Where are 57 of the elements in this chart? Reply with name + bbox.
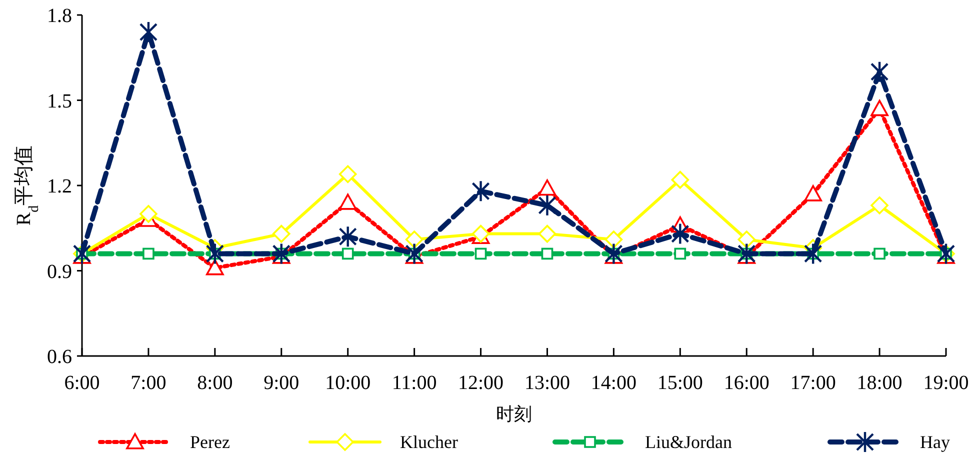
point (738, 242, 756, 265)
point (472, 180, 490, 202)
point (604, 242, 623, 265)
point (342, 248, 354, 260)
point (338, 194, 357, 210)
point (338, 226, 357, 248)
legend-label: Liu&Jordan (645, 432, 732, 452)
y-tick-label: 1.5 (47, 90, 72, 112)
y-tick-label: 1.2 (47, 176, 72, 198)
x-tick-label: 16:00 (724, 372, 770, 394)
point (474, 248, 487, 260)
point (538, 224, 556, 243)
point (674, 248, 686, 260)
legend-item: Liu&Jordan (552, 432, 732, 452)
y-tick-label: 1.8 (47, 5, 72, 27)
y-tick-label: 0.6 (47, 346, 72, 368)
point (405, 230, 424, 248)
x-tick-label: 13:00 (524, 372, 570, 394)
point (206, 259, 224, 276)
x-tick-label: 14:00 (590, 372, 636, 394)
point (538, 194, 556, 216)
point (541, 248, 554, 260)
point (272, 224, 290, 243)
point (538, 179, 556, 196)
x-axis-title: 时刻 (496, 404, 532, 424)
legend-label: Hay (920, 432, 950, 452)
point (870, 100, 888, 116)
x-tick-label: 9:00 (264, 372, 300, 394)
x-tick-label: 18:00 (856, 372, 902, 394)
legend-label: Klucher (400, 432, 458, 452)
x-tick-label: 15:00 (657, 372, 703, 394)
x-tick-label: 6:00 (64, 372, 100, 394)
point (338, 165, 357, 184)
x-tick-label: 12:00 (458, 372, 504, 394)
x-tick-label: 7:00 (130, 372, 166, 394)
point (604, 230, 623, 248)
point (870, 196, 888, 214)
point (140, 205, 158, 223)
x-tick-label: 17:00 (790, 372, 836, 394)
point (139, 20, 158, 44)
point (870, 60, 889, 83)
legend-label: Perez (190, 432, 230, 452)
point (142, 248, 154, 260)
point (804, 242, 822, 265)
point (206, 242, 224, 265)
x-tick-label: 19:00 (923, 372, 969, 394)
point (804, 185, 822, 202)
point (671, 170, 690, 189)
point (874, 248, 886, 260)
x-tick-label: 8:00 (197, 372, 233, 394)
point (405, 242, 424, 265)
point (671, 222, 690, 245)
point (738, 230, 756, 248)
x-tick-label: 11:00 (392, 372, 437, 394)
point (272, 242, 290, 265)
y-tick-label: 0.9 (47, 260, 72, 283)
x-tick-label: 10:00 (325, 372, 371, 394)
